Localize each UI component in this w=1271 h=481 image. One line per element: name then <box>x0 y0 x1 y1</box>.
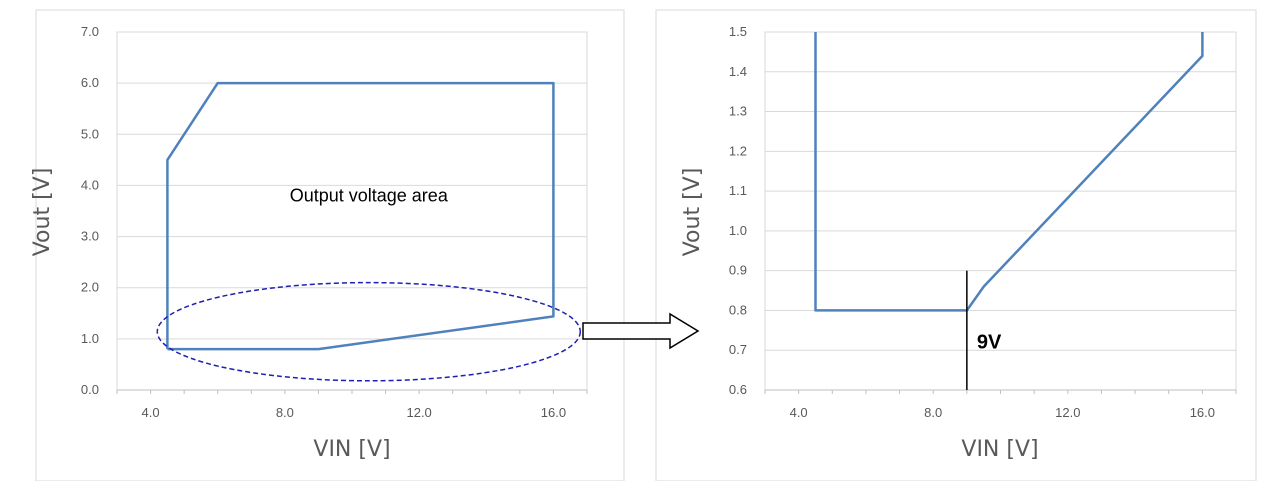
left-chart-x-tick-label: 8.0 <box>276 405 294 420</box>
right-chart-y-tick-label: 1.5 <box>729 24 747 39</box>
left-chart-frame <box>35 9 625 481</box>
left-chart-y-tick-label: 2.0 <box>81 280 99 295</box>
left-chart-y-tick-label: 1.0 <box>81 331 99 346</box>
right-chart-y-tick-label: 1.4 <box>729 64 747 79</box>
right-chart-y-tick-label: 0.6 <box>729 382 747 397</box>
left-chart-y-tick-label: 4.0 <box>81 177 99 192</box>
right-chart-frame <box>655 9 1257 481</box>
left-chart-x-tick-label: 12.0 <box>406 405 431 420</box>
right-chart-y-tick-label: 0.7 <box>729 342 747 357</box>
right-chart-x-tick-label: 16.0 <box>1190 405 1215 420</box>
right-chart-x-axis-title: VIN [V] <box>961 437 1038 462</box>
right-chart-y-tick-label: 1.2 <box>729 143 747 158</box>
left-chart-y-tick-label: 3.0 <box>81 229 99 244</box>
right-chart-annotation: 9V <box>977 331 1002 353</box>
right-chart-y-tick-label: 1.3 <box>729 104 747 119</box>
right-chart-y-tick-label: 1.1 <box>729 183 747 198</box>
right-chart-y-tick-label: 0.8 <box>729 302 747 317</box>
right-chart: 0.6 0.7 0.8 0.9 1.0 1.1 1.2 1.3 1.4 1.5 4.0 8.0 12.0… <box>729 24 1237 420</box>
left-chart-y-axis-title: Vout [V] <box>30 168 55 257</box>
right-arrow-icon <box>582 312 700 350</box>
right-chart-x-tick-label: 12.0 <box>1055 405 1080 420</box>
left-chart-y-tick-label: 5.0 <box>81 126 99 141</box>
right-chart-y-tick-label: 1.0 <box>729 223 747 238</box>
right-chart-y-axis-title: Vout [V] <box>680 168 705 257</box>
right-chart-x-tick-label: 8.0 <box>924 405 942 420</box>
left-chart-y-tick-label: 7.0 <box>81 24 99 39</box>
left-chart-x-tick-label: 16.0 <box>541 405 566 420</box>
left-chart-y-tick-label: 0.0 <box>81 382 99 397</box>
left-chart-x-axis-title: VIN [V] <box>313 437 390 462</box>
right-chart-series-line <box>814 32 1204 312</box>
left-chart-annotation: Output voltage area <box>290 186 449 206</box>
left-chart-y-tick-label: 6.0 <box>81 75 99 90</box>
left-chart: 0.0 1.0 2.0 3.0 4.0 5.0 6.0 7.0 4.0 8.0 12.0 16.0 Ou… <box>81 24 588 420</box>
right-chart-y-tick-label: 0.9 <box>729 263 747 278</box>
left-chart-series-line <box>166 81 555 351</box>
right-chart-x-tick-label: 4.0 <box>790 405 808 420</box>
left-chart-highlight-ellipse <box>156 281 582 382</box>
left-chart-x-tick-label: 4.0 <box>142 405 160 420</box>
